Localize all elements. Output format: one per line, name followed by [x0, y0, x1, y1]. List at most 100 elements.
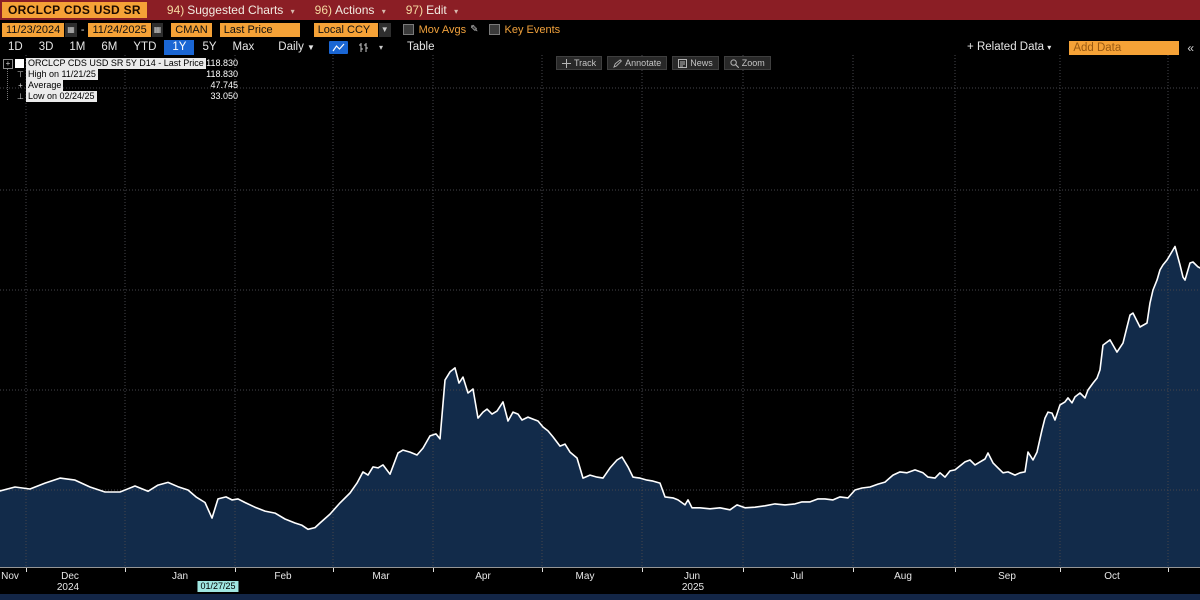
x-axis-tick: [542, 568, 543, 572]
news-icon: [678, 58, 688, 68]
x-axis-month-label: Apr: [475, 571, 491, 582]
menu-edit[interactable]: 97) Edit ▾: [405, 3, 459, 17]
range-button-1d[interactable]: 1D: [8, 41, 23, 53]
track-button[interactable]: Track: [556, 56, 603, 70]
annotate-icon: [613, 58, 623, 68]
menu-actions[interactable]: 96) Actions ▾: [314, 3, 386, 17]
x-axis-tick: [433, 568, 434, 572]
chart-controls-row: 11/23/2024 ▦ - 11/24/2025 ▦ CMAN Last Pr…: [0, 20, 1200, 39]
menu-suggested-charts[interactable]: 94) Suggested Charts ▾: [166, 3, 295, 17]
low-marker-icon: ⊥: [17, 92, 24, 101]
high-marker-icon: ⊤: [17, 70, 24, 79]
x-axis-year-label: 2024: [56, 582, 80, 593]
news-button[interactable]: News: [672, 56, 719, 70]
bottom-panel-edge: [0, 594, 1200, 600]
x-axis: 01/27/25 Nov Dec Jan Feb Mar Apr May Jun Jul Aug S…: [0, 567, 1200, 595]
currency-select[interactable]: Local CCY: [313, 22, 378, 37]
annotate-button[interactable]: Annotate: [607, 56, 668, 70]
menubar: ORCLCP CDS USD SR 94) Suggested Charts ▾ 9…: [0, 0, 1200, 20]
legend-series-row: ORCLCP CDS USD SR 5Y D14 - Last Price 11…: [2, 58, 238, 69]
add-data-input[interactable]: Add Data: [1069, 40, 1180, 55]
chart-type-dropdown[interactable]: ▾: [378, 43, 383, 52]
x-axis-month-label: Mar: [372, 571, 390, 582]
x-axis-month-label: Aug: [894, 571, 912, 582]
average-marker-icon: +: [18, 81, 23, 90]
legend-tree-line: [7, 69, 8, 100]
range-button-5y[interactable]: 5Y: [202, 41, 217, 53]
x-axis-month-label: Oct: [1104, 571, 1120, 582]
x-axis-tick: [333, 568, 334, 572]
menu-items: 94) Suggested Charts ▾ 96) Actions ▾ 97) Edit…: [147, 3, 458, 17]
collapse-panel-icon[interactable]: «: [1187, 40, 1194, 55]
legend-stats: ⊤ High on 11/21/25 118.830 + Average 47.745 ⊥ L…: [2, 69, 238, 102]
x-axis-tick: [26, 568, 27, 572]
zoom-button[interactable]: Zoom: [723, 56, 771, 70]
period-select[interactable]: Daily ▼: [278, 41, 315, 53]
chevron-down-icon: ▾: [290, 7, 295, 16]
x-axis-month-label: Feb: [274, 571, 292, 582]
chevron-down-icon: ▾: [1047, 43, 1052, 52]
calendar-icon[interactable]: ▦: [150, 22, 164, 37]
x-axis-month-label: Jun: [683, 571, 701, 582]
x-axis-tick: [743, 568, 744, 572]
legend-stat-row: ⊥ Low on 02/24/25 33.050: [2, 91, 238, 102]
table-button[interactable]: Table: [406, 41, 435, 53]
candle-chart-type-button[interactable]: [354, 41, 373, 54]
x-axis-tick: [125, 568, 126, 572]
chevron-down-icon: ▼: [307, 43, 315, 52]
chevron-down-icon[interactable]: ▼: [377, 22, 391, 37]
x-axis-tick: [235, 568, 236, 572]
x-axis-month-label: Nov: [1, 571, 19, 582]
price-field-select[interactable]: Last Price: [219, 22, 300, 37]
legend-stat-label[interactable]: High on 11/21/25: [26, 69, 98, 80]
legend-stat-label[interactable]: Average: [26, 80, 64, 91]
range-button-3d[interactable]: 3D: [38, 41, 54, 53]
date-range-separator: -: [80, 23, 85, 36]
chart-tool-buttons: Track Annotate News Zoom: [556, 56, 771, 70]
series-checkbox[interactable]: [15, 59, 24, 68]
price-line: [0, 245, 1200, 531]
date-from-input[interactable]: 11/23/2024: [2, 22, 65, 37]
chart-legend: + ORCLCP CDS USD SR 5Y D14 - Last Price …: [2, 58, 238, 102]
x-axis-month-label: Jan: [171, 571, 189, 582]
legend-stat-value: 33.050: [210, 91, 238, 101]
source-field[interactable]: CMAN: [171, 22, 212, 37]
legend-stat-value: 118.830: [206, 69, 238, 79]
date-to-input[interactable]: 11/24/2025: [88, 22, 151, 37]
calendar-icon[interactable]: ▦: [64, 22, 77, 37]
legend-expander-icon[interactable]: +: [3, 59, 13, 69]
security-ticker-field[interactable]: ORCLCP CDS USD SR: [2, 2, 147, 18]
x-axis-tick: [853, 568, 854, 572]
pencil-icon[interactable]: ✎: [470, 24, 479, 35]
chevron-down-icon: ▾: [454, 7, 459, 16]
range-button-max[interactable]: Max: [232, 41, 255, 53]
range-button-1m[interactable]: 1M: [69, 41, 86, 53]
x-axis-month-label: Jul: [790, 571, 804, 582]
range-button-6m[interactable]: 6M: [101, 41, 118, 53]
mov-avgs-checkbox[interactable]: [402, 24, 414, 35]
key-events-label: Key Events: [504, 23, 561, 36]
legend-stat-row: ⊤ High on 11/21/25 118.830: [2, 69, 238, 80]
x-axis-month-label: Sep: [998, 571, 1016, 582]
x-axis-month-label: May: [575, 571, 595, 582]
legend-stat-row: + Average 47.745: [2, 80, 238, 91]
series-value: 118.830: [206, 58, 238, 68]
x-axis-month-label: Dec: [61, 571, 79, 582]
key-events-checkbox[interactable]: [488, 24, 500, 35]
series-label[interactable]: ORCLCP CDS USD SR 5Y D14 - Last Price: [26, 58, 206, 69]
chevron-down-icon: ▾: [381, 7, 386, 16]
related-data-button[interactable]: + Related Data ▾: [967, 41, 1052, 53]
zoom-icon: [730, 58, 739, 68]
x-axis-tick: [642, 568, 643, 572]
price-area-fill: [0, 246, 1200, 567]
x-axis-tick: [1168, 568, 1169, 572]
x-axis-tick: [955, 568, 956, 572]
track-icon: [562, 58, 571, 68]
legend-stat-label[interactable]: Low on 02/24/25: [26, 91, 97, 102]
x-axis-tick: [1060, 568, 1061, 572]
line-chart-type-button[interactable]: [328, 41, 348, 54]
range-button-1y[interactable]: 1Y: [164, 40, 195, 55]
x-axis-year-label: 2025: [681, 582, 705, 593]
price-chart[interactable]: [0, 55, 1200, 568]
range-button-ytd[interactable]: YTD: [133, 41, 157, 53]
